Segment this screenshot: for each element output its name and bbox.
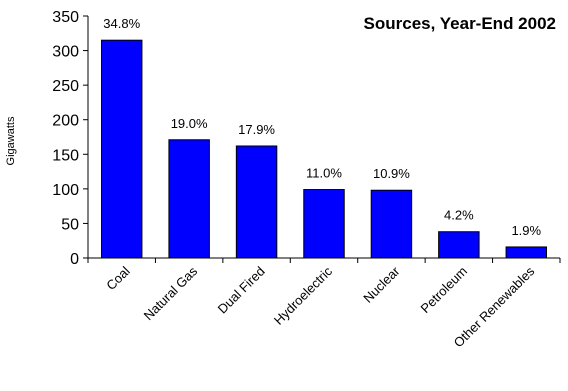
bar-petroleum [438, 231, 480, 259]
data-label: 4.2% [444, 208, 474, 223]
chart-title: Sources, Year-End 2002 [364, 14, 556, 33]
data-label: 17.9% [238, 122, 275, 137]
y-axis-label: Gigawatts [5, 116, 17, 165]
data-label: 19.0% [171, 116, 208, 131]
y-tick-label: 50 [61, 216, 79, 233]
y-tick-label: 150 [52, 147, 79, 164]
bar-hydroelectric [303, 189, 345, 259]
y-tick-label: 0 [70, 251, 79, 268]
data-labels: 34.8% 19.0% 17.9% 11.0% 10.9% 4.2% 1.9% [103, 16, 541, 238]
y-tick-label: 100 [52, 182, 79, 199]
y-tick-label: 200 [52, 113, 79, 130]
data-label: 10.9% [373, 166, 410, 181]
y-tick-label: 300 [52, 44, 79, 61]
bar-natural-gas [168, 139, 210, 259]
y-axis: 0 50 100 150 200 250 300 350 [52, 9, 89, 268]
x-tick-label: Natural Gas [141, 263, 201, 323]
data-label: 1.9% [511, 223, 541, 238]
data-label: 34.8% [103, 16, 140, 31]
x-tick-label: Coal [103, 263, 133, 293]
x-tick-label: Dual Fired [215, 264, 268, 317]
bar-coal [100, 39, 143, 259]
bar-dual-fired [235, 145, 278, 259]
y-tick-label: 250 [52, 78, 79, 95]
bar-nuclear [370, 189, 413, 259]
x-tick-label: Nuclear [360, 263, 403, 306]
x-tick-label: Hydroelectric [271, 263, 336, 328]
data-label: 11.0% [306, 166, 342, 181]
x-tick-label: Petroleum [417, 264, 470, 317]
bar-other-renewables [505, 246, 548, 259]
x-axis: Coal Natural Gas Dual Fired Hydroelectric Nu… [87, 257, 561, 350]
y-tick-label: 350 [52, 9, 79, 26]
bars [100, 39, 548, 259]
